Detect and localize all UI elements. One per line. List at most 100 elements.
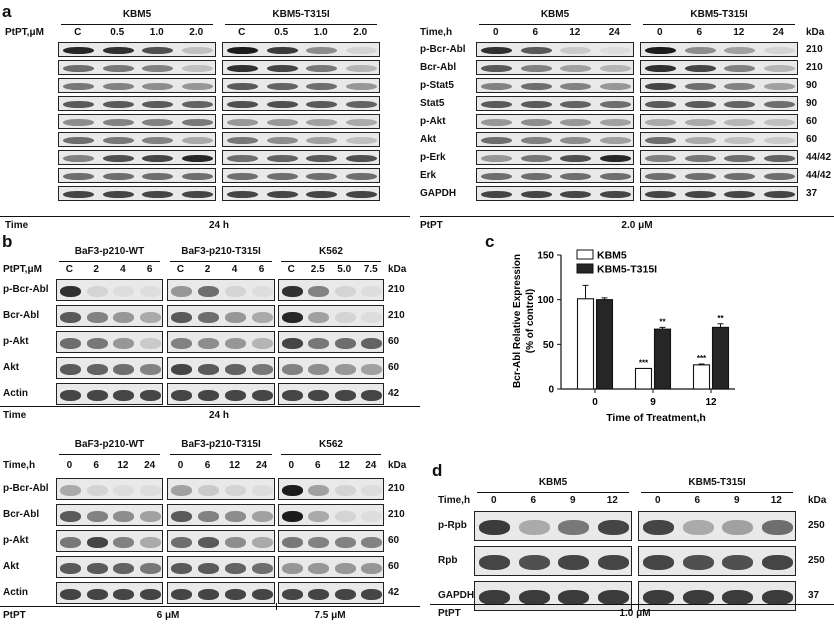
protein-band xyxy=(102,154,134,163)
protein-band xyxy=(86,510,108,522)
lane-label: 12 xyxy=(733,27,745,38)
protein-band xyxy=(308,363,330,375)
protein-band xyxy=(86,311,108,323)
protein-band xyxy=(481,46,513,55)
footer-label: PtPT xyxy=(3,610,26,621)
protein-band xyxy=(63,82,95,91)
blot-strip xyxy=(58,60,216,75)
protein-band xyxy=(560,82,592,91)
protein-band xyxy=(763,136,795,145)
lane-label: 24 xyxy=(608,27,620,38)
lane-label: 6 xyxy=(696,27,703,38)
protein-band xyxy=(308,389,330,401)
molecular-weight-label: 210 xyxy=(388,310,405,321)
protein-band xyxy=(334,363,356,375)
protein-band xyxy=(763,154,795,163)
protein-band xyxy=(308,484,330,496)
protein-band xyxy=(558,554,590,570)
lane-label: 6 xyxy=(532,27,539,38)
protein-band xyxy=(308,536,330,548)
protein-band xyxy=(59,562,81,574)
footer-divider xyxy=(276,603,277,610)
protein-label: p-Akt xyxy=(3,535,29,546)
protein-band xyxy=(86,337,108,349)
protein-band xyxy=(140,588,162,600)
blot-strip xyxy=(222,186,380,201)
protein-band xyxy=(308,588,330,600)
group-header: KBM5 xyxy=(122,9,152,20)
protein-band xyxy=(684,118,716,127)
protein-band xyxy=(599,190,631,199)
protein-band xyxy=(599,136,631,145)
lane-label: 0 xyxy=(654,495,661,506)
protein-band xyxy=(724,154,756,163)
panel-letter-b: b xyxy=(2,232,13,251)
protein-band xyxy=(140,363,162,375)
blot-strip xyxy=(167,357,275,379)
molecular-weight-label: 250 xyxy=(808,555,825,566)
protein-label: p-Rpb xyxy=(438,520,467,531)
protein-band xyxy=(251,588,274,600)
blot-strip xyxy=(58,186,216,201)
protein-band xyxy=(334,588,356,600)
protein-band xyxy=(518,519,550,535)
blot-strip xyxy=(56,530,163,552)
protein-band xyxy=(599,172,631,181)
protein-band xyxy=(170,285,193,297)
protein-band xyxy=(142,82,174,91)
protein-band xyxy=(266,82,298,91)
protein-band xyxy=(345,136,377,145)
protein-band xyxy=(763,100,795,109)
protein-band xyxy=(102,46,134,55)
protein-band xyxy=(251,536,274,548)
protein-band xyxy=(684,190,716,199)
group-header: KBM5-T315I xyxy=(690,9,748,20)
protein-band xyxy=(102,82,134,91)
protein-band xyxy=(86,285,108,297)
protein-band xyxy=(361,285,383,297)
protein-band xyxy=(684,136,716,145)
molecular-weight-label: 60 xyxy=(806,133,818,145)
protein-band xyxy=(599,100,631,109)
lane-label: 12 xyxy=(228,460,241,471)
protein-band xyxy=(197,337,220,349)
lane-label: 2.0 xyxy=(353,27,368,38)
footer-label: PtPT xyxy=(420,220,443,231)
protein-band xyxy=(763,118,795,127)
protein-band xyxy=(266,100,298,109)
protein-band xyxy=(197,363,220,375)
protein-band xyxy=(170,389,193,401)
blot-strip xyxy=(476,96,634,111)
blot-strip xyxy=(58,78,216,93)
protein-band xyxy=(724,118,756,127)
protein-band xyxy=(761,554,793,570)
lane-label: 12 xyxy=(117,460,129,471)
protein-band xyxy=(266,190,298,199)
footer-value: 7.5 μM xyxy=(314,610,346,621)
protein-band xyxy=(763,190,795,199)
lane-label: C xyxy=(238,27,246,38)
protein-band xyxy=(361,562,383,574)
blot-strip xyxy=(58,168,216,183)
protein-band xyxy=(520,136,552,145)
protein-band xyxy=(722,554,754,570)
lane-label: 12 xyxy=(569,27,581,38)
protein-band xyxy=(306,136,338,145)
lane-label: 12 xyxy=(606,495,618,506)
protein-band xyxy=(281,363,303,375)
blot-strip xyxy=(640,150,798,165)
molecular-weight-label: 42 xyxy=(388,587,400,598)
protein-band xyxy=(684,64,716,73)
y-tick-label: 0 xyxy=(548,385,554,396)
protein-band xyxy=(63,46,95,55)
protein-band xyxy=(599,118,631,127)
group-underline xyxy=(281,454,381,455)
protein-band xyxy=(224,588,247,600)
protein-band xyxy=(645,118,677,127)
protein-band xyxy=(86,588,108,600)
protein-band xyxy=(334,484,356,496)
protein-band xyxy=(142,64,174,73)
protein-label: Akt xyxy=(3,362,20,373)
protein-band xyxy=(170,588,193,600)
lane-label: 12 xyxy=(770,495,782,506)
